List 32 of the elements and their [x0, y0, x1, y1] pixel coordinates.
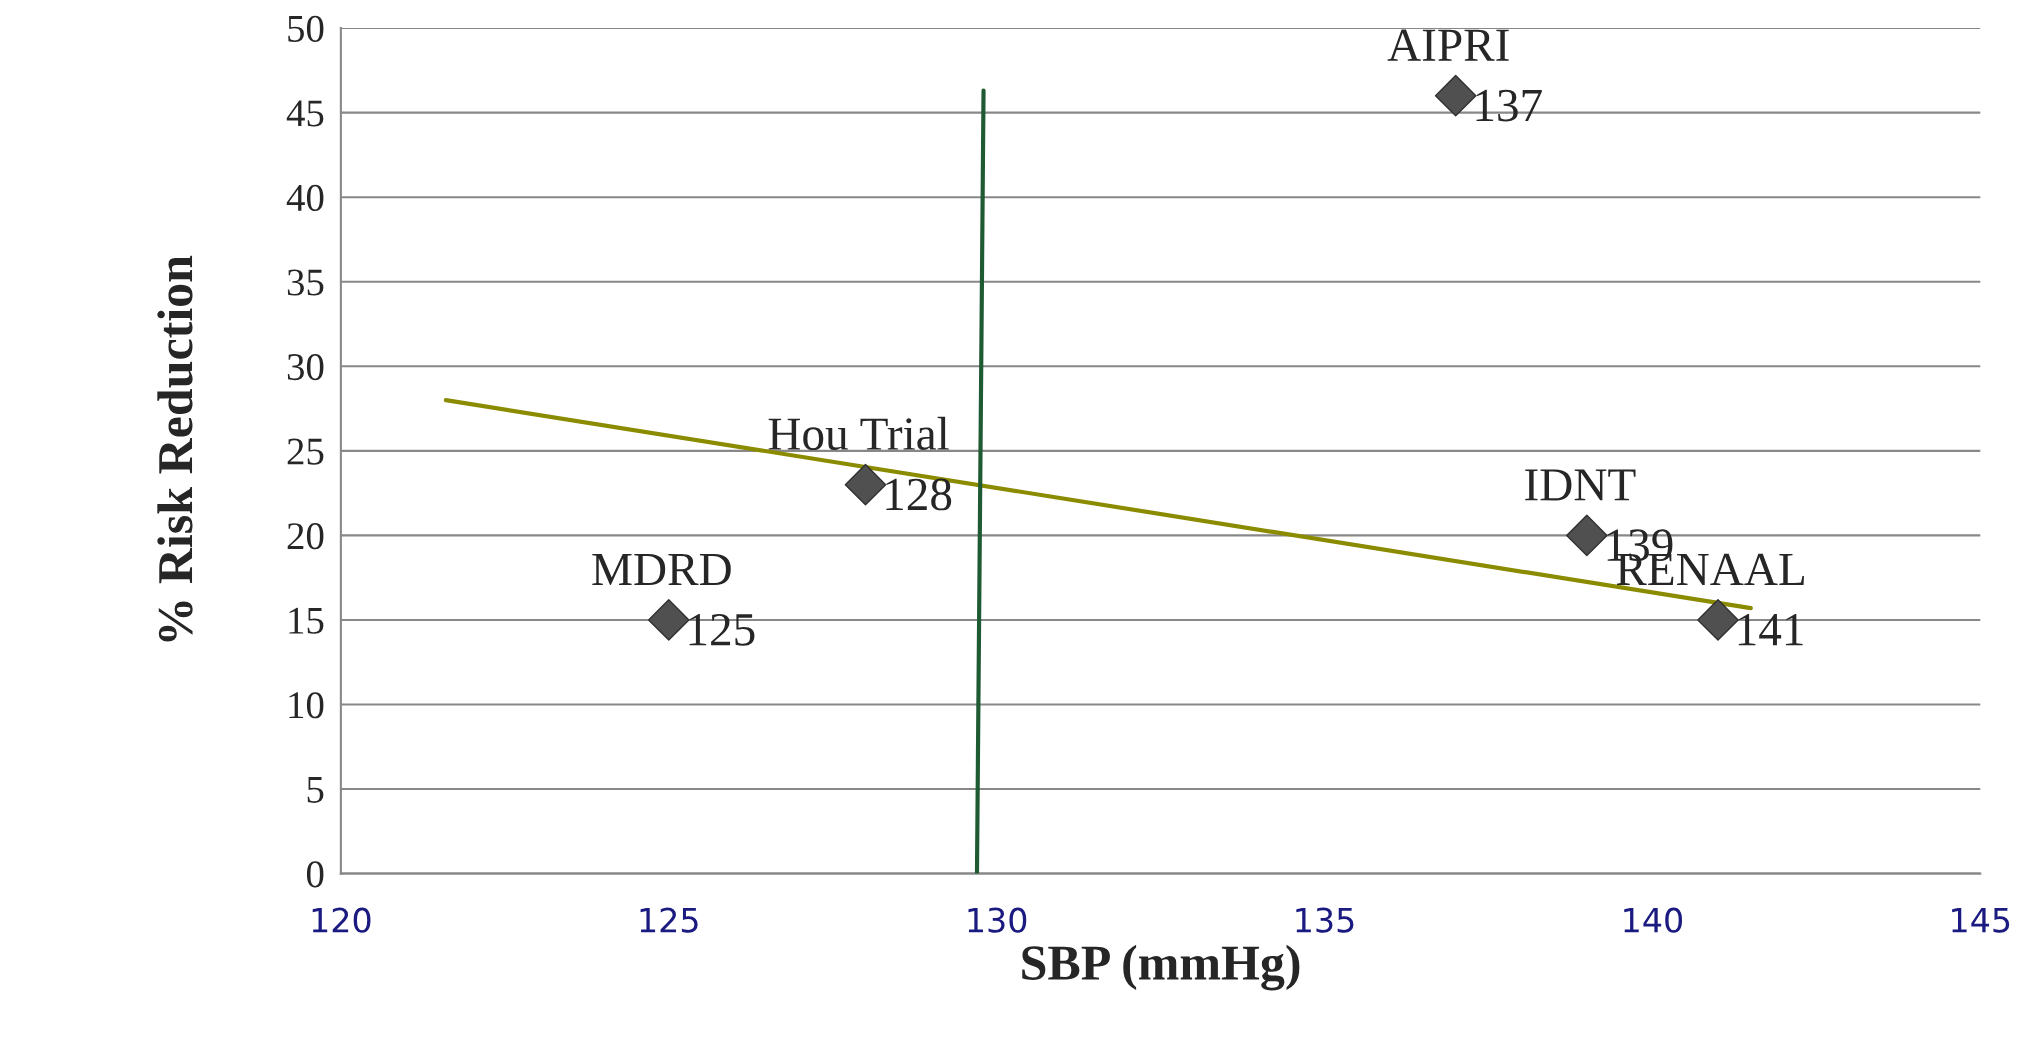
point	[1566, 514, 1608, 557]
x-tick-label: 130	[968, 907, 1027, 933]
annotation: IDNT	[1525, 469, 1636, 501]
point	[1434, 74, 1477, 117]
y-tick-label: 0	[306, 861, 324, 888]
y-tick-label: 40	[286, 184, 324, 212]
y-tick-label: 5	[307, 777, 324, 803]
annotation: 125	[689, 613, 755, 646]
y-tick-label: 15	[289, 607, 324, 634]
y-tick-label: 10	[289, 692, 324, 719]
point	[647, 599, 690, 641]
annotation: MDRD	[592, 553, 731, 585]
x-axis-title: SBP (mmHg)	[1022, 944, 1300, 991]
annotation: 128	[886, 478, 952, 511]
annotation: 137	[1476, 89, 1542, 122]
x-tick-label: 135	[1296, 907, 1354, 933]
y-tick-label: 50	[288, 15, 324, 42]
point	[844, 463, 887, 506]
y-tick-label: 30	[287, 353, 324, 381]
x-tick-label: 145	[1952, 907, 2010, 933]
annotation: 141	[1738, 614, 1803, 646]
x-tick-label: 125	[640, 907, 698, 933]
y-tick-label: 45	[286, 100, 324, 127]
x-tick-label: 140	[1624, 907, 1683, 933]
y-tick-label: 20	[287, 523, 324, 550]
annotation: Hou Trial	[768, 416, 949, 451]
x-tick-label: 120	[312, 907, 371, 933]
point	[1697, 599, 1739, 641]
y-tick-label: 25	[287, 438, 324, 465]
y-axis-title: % Risk Reduction	[157, 255, 193, 642]
annotation: AIPRI	[1387, 29, 1509, 61]
y-tick-label: 35	[287, 269, 324, 296]
